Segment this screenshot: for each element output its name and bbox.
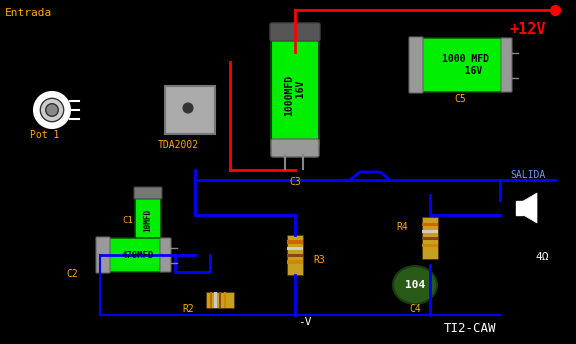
Bar [422,244,438,247]
Circle shape [40,98,64,122]
FancyBboxPatch shape [135,239,161,249]
Bar [287,254,303,257]
Bar [422,223,438,226]
Text: Pot 1: Pot 1 [31,130,60,140]
Circle shape [183,103,193,113]
Bar [287,240,303,244]
FancyBboxPatch shape [134,187,162,199]
Text: C5: C5 [454,94,466,104]
Bar [287,247,303,250]
Bar [206,292,234,308]
FancyBboxPatch shape [409,37,423,93]
Text: R2: R2 [182,304,194,314]
FancyBboxPatch shape [135,194,161,242]
Text: R3: R3 [313,255,325,265]
Text: +12V: +12V [510,22,547,37]
Text: SALIDA: SALIDA [510,170,545,180]
Bar [210,292,212,308]
Bar [516,201,522,215]
Text: 1000MFD
  16V: 1000MFD 16V [284,74,306,116]
Bar [422,217,438,259]
Bar [214,292,217,308]
FancyBboxPatch shape [416,38,504,92]
Text: C4: C4 [409,304,421,314]
Polygon shape [522,193,537,223]
Bar [219,292,221,308]
Text: 4Ω: 4Ω [535,252,549,262]
Bar [422,229,438,233]
Ellipse shape [393,266,437,304]
Text: 104: 104 [405,280,425,290]
Text: C3: C3 [289,177,301,187]
Text: TDA2002: TDA2002 [157,140,199,150]
Text: 1000 MFD
   16V: 1000 MFD 16V [441,54,488,76]
Circle shape [46,104,58,116]
Bar [422,237,438,240]
Circle shape [34,92,70,128]
FancyBboxPatch shape [271,32,319,148]
Text: Entrada: Entrada [5,8,52,18]
Text: TI2-CAW: TI2-CAW [444,322,497,335]
Bar [165,86,215,134]
Text: R4: R4 [396,222,408,232]
Text: C2: C2 [66,269,78,279]
FancyBboxPatch shape [270,23,320,41]
Text: -V: -V [298,317,312,327]
Bar [287,235,303,275]
FancyBboxPatch shape [271,139,319,157]
Bar [223,292,226,308]
FancyBboxPatch shape [501,38,512,92]
FancyBboxPatch shape [160,238,171,272]
Text: 470MFD: 470MFD [122,250,154,259]
Text: 10MFD: 10MFD [143,208,153,232]
Bar [287,260,303,264]
FancyBboxPatch shape [103,238,163,272]
FancyBboxPatch shape [96,237,110,273]
Text: C1: C1 [123,216,134,225]
